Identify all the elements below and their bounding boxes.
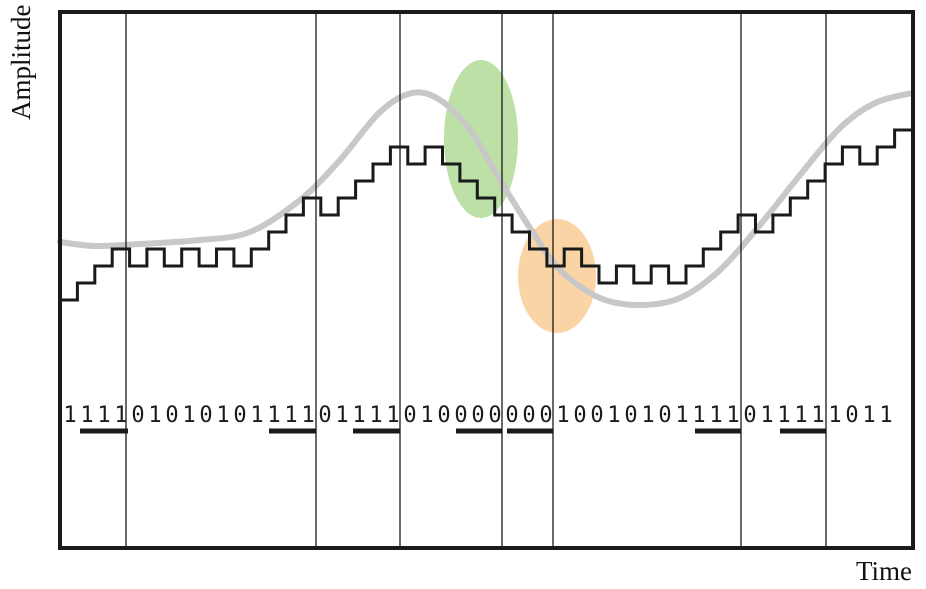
- bit-digit: 0: [199, 403, 212, 428]
- bit-digit: 0: [522, 403, 535, 428]
- bit-digit: 0: [131, 403, 144, 428]
- analog-signal-curve: [57, 89, 915, 309]
- bit-digit: 1: [63, 403, 76, 428]
- bit-digit: 0: [165, 403, 178, 428]
- bit-digit: 1: [216, 403, 229, 428]
- bit-digit: 0: [573, 403, 586, 428]
- bit-digit: 1: [301, 403, 314, 428]
- bit-digit: 1: [97, 403, 110, 428]
- bit-digit: 0: [471, 403, 484, 428]
- bit-digit: 0: [437, 403, 450, 428]
- bit-digit: 1: [607, 403, 620, 428]
- bit-digit: 1: [879, 403, 892, 428]
- bit-digit: 1: [335, 403, 348, 428]
- bit-digit: 1: [862, 403, 875, 428]
- bit-digit: 1: [420, 403, 433, 428]
- bit-digit: 1: [182, 403, 195, 428]
- bit-digit: 0: [505, 403, 518, 428]
- plot-frame: [58, 10, 915, 550]
- bit-digit: 0: [845, 403, 858, 428]
- bit-digit: 0: [454, 403, 467, 428]
- bit-digit: 1: [709, 403, 722, 428]
- bit-digit: 1: [675, 403, 688, 428]
- bit-digit: 1: [777, 403, 790, 428]
- bit-digit: 1: [726, 403, 739, 428]
- bit-digit: 0: [743, 403, 756, 428]
- bit-digit: 0: [590, 403, 603, 428]
- x-axis-label: Time: [855, 556, 912, 586]
- bit-digit: 1: [114, 403, 127, 428]
- bit-digit: 1: [386, 403, 399, 428]
- bit-digit: 1: [828, 403, 841, 428]
- delta-staircase-signal: [58, 128, 912, 317]
- bit-digit: 1: [760, 403, 773, 428]
- bit-digit: 1: [284, 403, 297, 428]
- bit-digit: 0: [658, 403, 671, 428]
- y-axis-label: Amplitude: [6, 4, 36, 121]
- bit-digit: 1: [811, 403, 824, 428]
- bit-digit: 0: [318, 403, 331, 428]
- bit-digit: 0: [488, 403, 501, 428]
- bit-digit: 1: [794, 403, 807, 428]
- bit-digit: 0: [624, 403, 637, 428]
- bit-digit: 1: [80, 403, 93, 428]
- bit-digit: 0: [539, 403, 552, 428]
- bit-digit: 1: [556, 403, 569, 428]
- bit-digit: 1: [267, 403, 280, 428]
- bit-digit: 1: [692, 403, 705, 428]
- run-divider-lines: [125, 12, 827, 548]
- bit-digit: 1: [148, 403, 161, 428]
- bit-digit: 1: [641, 403, 654, 428]
- bit-digit: 0: [403, 403, 416, 428]
- bit-digit: 0: [233, 403, 246, 428]
- bit-digit: 1: [369, 403, 382, 428]
- bit-digit: 1: [250, 403, 263, 428]
- bit-digit: 1: [352, 403, 365, 428]
